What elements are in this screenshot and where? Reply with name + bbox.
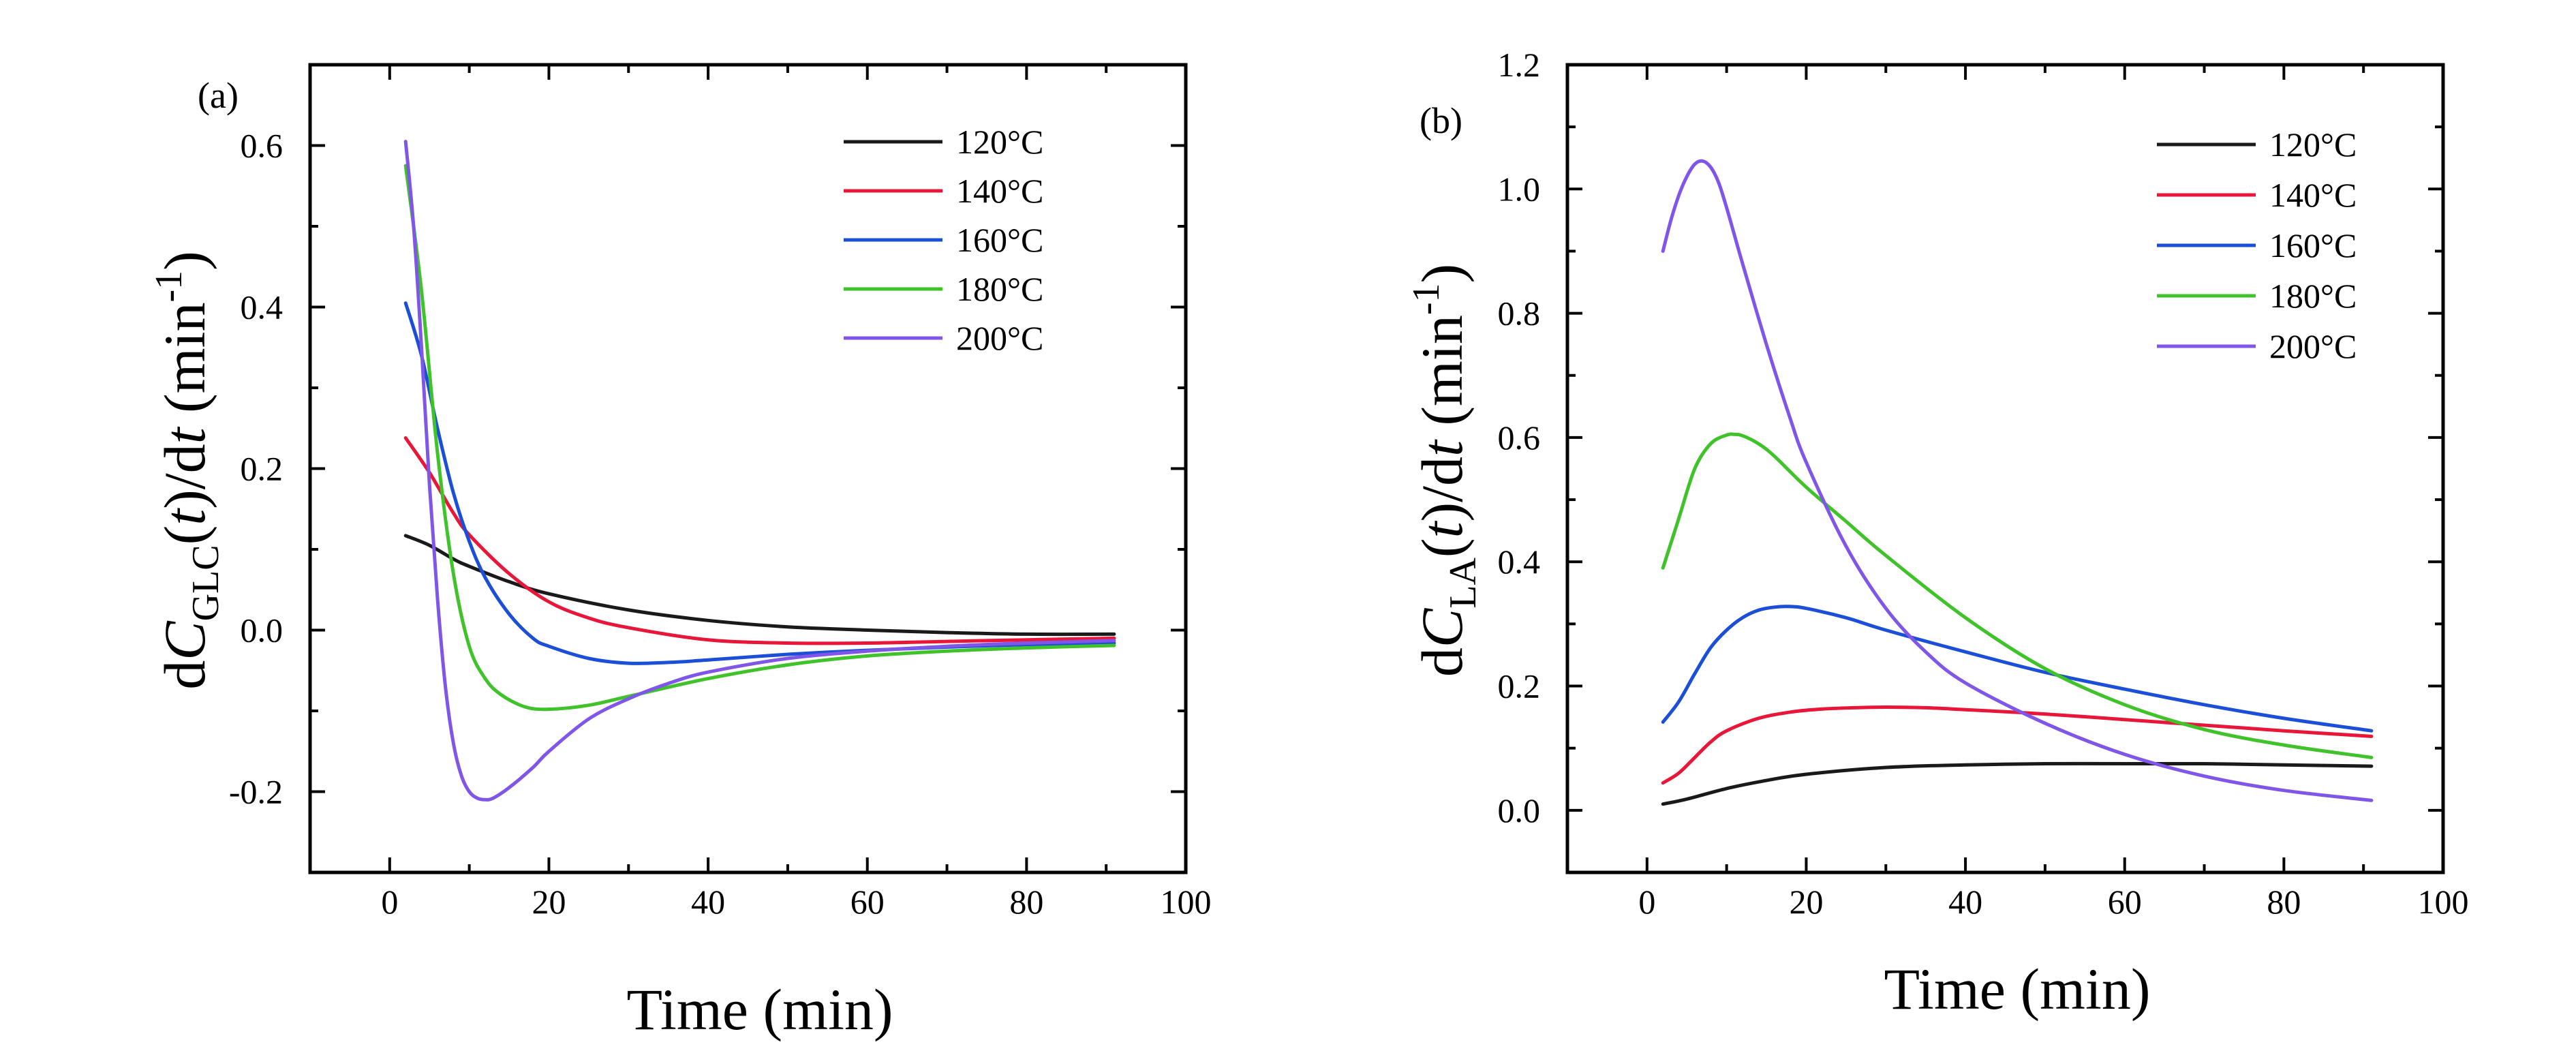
- legend-label: 200°C: [2269, 327, 2357, 365]
- panel-a: 0 20 40 60 80 100 -0.2 0.0 0.2 0.4 0.6 120°C 140°C…: [148, 63, 1212, 1042]
- legend-label: 140°C: [956, 172, 1043, 210]
- y-tick-label: 0.8: [1498, 294, 1541, 333]
- panel-b-ylabel-t2: t: [1409, 439, 1475, 457]
- series-line-140c: [1661, 705, 2374, 785]
- panel-a-label: (a): [198, 75, 239, 116]
- series-line-200c: [403, 140, 1116, 802]
- panel-b-y-tick-labels: 0.0 0.2 0.4 0.6 0.8 1.0 1.2: [1498, 46, 1541, 829]
- panel-a-series: [403, 140, 1116, 802]
- series-line-140c: [403, 436, 1116, 645]
- x-tick-label: 0: [1638, 883, 1655, 921]
- panel-a-ticks: [310, 63, 1187, 874]
- panel-a-ylabel-unit: (min: [152, 302, 217, 427]
- panel-a-ylabel-mid: )/d: [152, 444, 217, 509]
- x-tick-label: 40: [691, 883, 725, 921]
- panel-b-ylabel-unit: (min: [1409, 315, 1475, 440]
- panel-b: 0 20 40 60 80 100 0.0 0.2 0.4 0.6 0.8 1.0 1.2 120°C…: [1405, 46, 2469, 1022]
- x-tick-label: 60: [850, 883, 885, 921]
- panel-a-ylabel-d: d: [152, 660, 217, 690]
- panel-b-label: (b): [1420, 100, 1462, 141]
- x-tick-label: 20: [1789, 883, 1823, 921]
- x-tick-label: 60: [2108, 883, 2142, 921]
- panel-a-x-tick-labels: 0 20 40 60 80 100: [381, 883, 1211, 921]
- panel-b-frame: [1565, 63, 2445, 874]
- series-line-180c: [403, 164, 1116, 712]
- panel-a-frame: [308, 63, 1188, 874]
- x-tick-label: 40: [1948, 883, 1982, 921]
- series-line-180c: [1661, 432, 2374, 759]
- y-tick-label: 1.0: [1498, 170, 1541, 208]
- panel-a-axes: 0 20 40 60 80 100 -0.2 0.0 0.2 0.4 0.6: [229, 63, 1212, 921]
- series-line-120c: [1661, 761, 2374, 806]
- panel-b-ylabel-close-paren: ): [1409, 264, 1475, 284]
- panel-a-x-axis-title: Time (min): [626, 977, 893, 1042]
- panel-a-ylabel-superscript: -1: [148, 271, 190, 303]
- y-tick-label: 1.2: [1498, 46, 1541, 84]
- panel-b-ylabel-superscript: -1: [1405, 284, 1447, 316]
- x-tick-label: 0: [381, 883, 398, 921]
- panel-a-ylabel-t: t: [152, 508, 217, 526]
- panel-b-axes: 0 20 40 60 80 100 0.0 0.2 0.4 0.6 0.8 1.0 1.2: [1498, 46, 2469, 921]
- legend-label: 160°C: [956, 221, 1043, 259]
- legend-label: 180°C: [956, 270, 1043, 308]
- y-tick-label: -0.2: [229, 773, 283, 811]
- series-line-160c: [1661, 605, 2374, 733]
- panel-b-y-axis-title: dCLA(t)/dt (min-1): [1405, 264, 1484, 677]
- y-tick-label: 0.0: [1498, 791, 1541, 829]
- x-tick-label: 100: [2418, 883, 2469, 921]
- panel-b-ylabel-d: d: [1409, 648, 1475, 677]
- legend-label: 120°C: [2269, 125, 2357, 164]
- x-tick-label: 80: [2267, 883, 2301, 921]
- panel-b-ticks: [1567, 63, 2444, 874]
- panel-b-series: [1661, 159, 2374, 806]
- x-tick-label: 20: [532, 883, 566, 921]
- y-tick-label: 0.0: [241, 611, 283, 650]
- legend-label: 180°C: [2269, 277, 2357, 315]
- y-tick-label: 0.2: [1498, 667, 1541, 705]
- panel-b-x-axis-title: Time (min): [1884, 956, 2150, 1022]
- panel-b-ylabel-subscript: LA: [1442, 558, 1484, 609]
- x-tick-label: 80: [1009, 883, 1043, 921]
- y-tick-label: 0.4: [241, 288, 283, 326]
- series-line-120c: [403, 534, 1116, 637]
- panel-a-ylabel-close-paren: ): [152, 251, 217, 271]
- panel-a-legend: 120°C 140°C 160°C 180°C 200°C: [844, 123, 1043, 357]
- panel-a-ylabel-c: C: [152, 620, 217, 660]
- panel-b-x-tick-labels: 0 20 40 60 80 100: [1638, 883, 2468, 921]
- y-tick-label: 0.4: [1498, 543, 1541, 581]
- legend-label: 140°C: [2269, 176, 2357, 214]
- y-tick-label: 0.2: [241, 450, 283, 488]
- y-tick-label: 0.6: [1498, 418, 1541, 457]
- panel-a-y-axis-title: dCGLC(t)/dt (min-1): [148, 251, 227, 690]
- panel-a-ylabel-open-paren: (: [152, 526, 217, 545]
- panel-a-ylabel-t2: t: [152, 426, 217, 444]
- panel-b-ylabel-mid: )/d: [1409, 457, 1475, 522]
- panel-b-ylabel-c: C: [1409, 607, 1475, 648]
- y-tick-label: 0.6: [241, 127, 283, 165]
- panel-b-ylabel-open-paren: (: [1409, 538, 1475, 558]
- series-line-200c: [1661, 159, 2374, 802]
- legend-label: 120°C: [956, 123, 1043, 161]
- x-tick-label: 100: [1161, 883, 1212, 921]
- panel-a-y-tick-labels: -0.2 0.0 0.2 0.4 0.6: [229, 127, 283, 811]
- legend-label: 160°C: [2269, 226, 2357, 264]
- panel-b-legend: 120°C 140°C 160°C 180°C 200°C: [2157, 125, 2357, 365]
- panel-b-ylabel-t: t: [1409, 520, 1475, 538]
- panel-a-ylabel-subscript: GLC: [185, 545, 227, 621]
- legend-label: 200°C: [956, 319, 1043, 357]
